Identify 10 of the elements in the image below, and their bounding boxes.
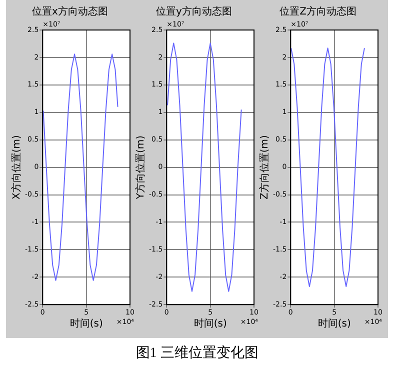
x-axis-title: 时间(s) <box>70 318 103 330</box>
x-axis-title: 时间(s) <box>318 318 351 330</box>
caption: 图1 三维位置变化图 <box>134 344 260 362</box>
chart-title: 位置x方向动态图 <box>32 6 108 18</box>
y-axis-title: X方向位置(m) <box>10 135 23 200</box>
chart-title: 位置y方向动态图 <box>156 6 232 18</box>
chart-title: 位置Z方向动态图 <box>280 6 356 18</box>
y-axis-title: Z方向位置(m) <box>258 135 271 200</box>
y-axis-title: Y方向位置(m) <box>134 135 147 200</box>
x-axis-title: 时间(s) <box>194 318 227 330</box>
